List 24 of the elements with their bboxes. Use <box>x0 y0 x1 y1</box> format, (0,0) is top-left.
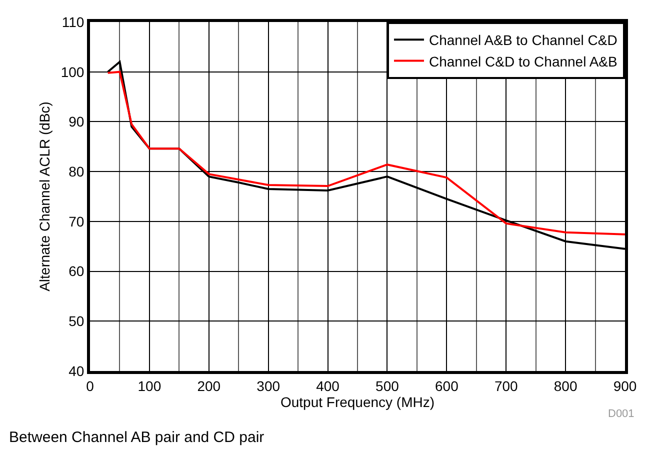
x-tick-label: 500 <box>376 378 400 394</box>
legend-label: Channel A&B to Channel C&D <box>429 32 618 48</box>
y-tick-label: 50 <box>68 313 84 330</box>
legend-label: Channel C&D to Channel A&B <box>429 53 618 70</box>
x-tick-label: 200 <box>197 378 221 394</box>
x-tick-label: 0 <box>86 378 94 394</box>
x-tick-label: 900 <box>613 378 637 394</box>
text: D001 <box>608 408 634 420</box>
x-tick-label: 700 <box>494 378 518 394</box>
x-tick-label: 600 <box>434 378 459 394</box>
x-tick-label: 800 <box>554 378 578 394</box>
text: Between Channel AB pair and CD pair <box>9 429 264 446</box>
x-tick-label: 300 <box>256 378 280 394</box>
x-tick-label: 100 <box>138 378 162 394</box>
y-tick-label: 110 <box>62 14 84 30</box>
y-tick-label: 70 <box>68 213 84 230</box>
y-tick-label: 90 <box>68 114 84 130</box>
y-axis-title: Alternate Channel ACLR (dBc) <box>36 102 52 292</box>
y-tick-label: 60 <box>68 263 84 280</box>
y-tick-label: 80 <box>68 163 84 180</box>
x-tick-label: 400 <box>316 378 340 394</box>
x-axis-title: Output Frequency (MHz) <box>280 394 435 410</box>
y-tick-label: 100 <box>60 64 84 80</box>
y-tick-label: 40 <box>68 362 84 379</box>
